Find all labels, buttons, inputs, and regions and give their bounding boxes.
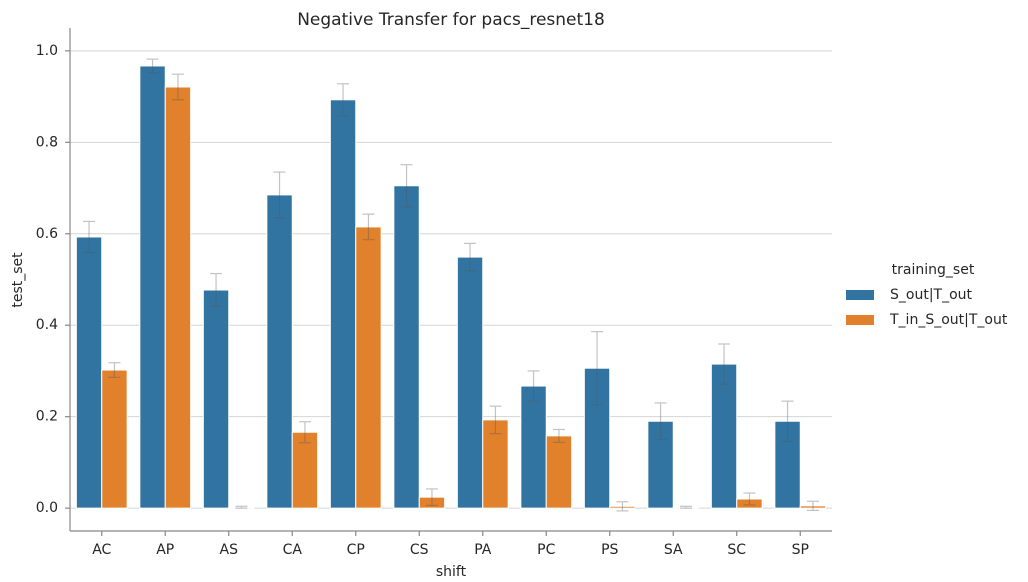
bar [710, 363, 738, 509]
legend-swatch [846, 290, 874, 300]
x-tick-label: AS [220, 542, 239, 558]
bar [482, 419, 509, 509]
error-bar [171, 73, 184, 101]
bar [355, 226, 382, 509]
y-tick-label: 0.0 [36, 500, 58, 516]
bar [583, 367, 611, 509]
bar [291, 431, 319, 509]
error-bar [362, 213, 375, 241]
x-tick-label: SP [792, 542, 809, 558]
x-axis-label: shift [436, 564, 467, 580]
bar [774, 420, 801, 509]
legend-swatch [846, 315, 874, 325]
error-bar [527, 370, 540, 402]
error-bar [654, 402, 667, 441]
bar [164, 86, 192, 509]
x-tick-label: SA [664, 542, 683, 558]
x-tick-label: SC [727, 542, 746, 558]
error-bar [425, 488, 438, 506]
bar [202, 289, 230, 509]
bar [609, 505, 636, 509]
y-tick-label: 0.8 [36, 134, 58, 150]
bar [418, 496, 446, 509]
error-bar [273, 171, 286, 219]
error-bar [616, 501, 629, 512]
y-axis-label: test_set [10, 252, 26, 308]
x-tick-label: AP [156, 542, 174, 558]
bar [672, 506, 700, 509]
error-bar [146, 58, 159, 74]
y-tick-label: 1.0 [36, 43, 58, 59]
legend-label: S_out|T_out [890, 287, 973, 303]
error-bar [718, 343, 731, 385]
error-bar [591, 331, 604, 406]
error-bar [781, 400, 794, 442]
x-tick-label: PS [601, 542, 618, 558]
error-bar [83, 220, 96, 254]
bar [799, 505, 827, 509]
bar [520, 385, 547, 509]
legend-title: training_set [892, 262, 975, 278]
y-tick-label: 0.6 [36, 226, 58, 242]
chart-title: Negative Transfer for pacs_resnet18 [297, 10, 605, 30]
bar [393, 185, 420, 509]
bar [139, 65, 166, 509]
x-tick-label: CP [347, 542, 365, 558]
x-tick-label: PA [474, 542, 492, 558]
x-tick-label: AC [92, 542, 111, 558]
error-bar [464, 242, 477, 272]
error-bar [806, 500, 819, 512]
error-bar [108, 362, 121, 378]
bar [647, 420, 674, 509]
bar [545, 435, 573, 509]
error-bar [400, 164, 413, 208]
legend-label: T_in_S_out|T_out [889, 312, 1008, 328]
error-bar [210, 272, 223, 308]
bar [736, 498, 763, 509]
y-tick-label: 0.4 [36, 317, 58, 333]
bar [101, 369, 128, 509]
bar [266, 194, 293, 509]
error-bar [337, 83, 350, 117]
bar [329, 99, 357, 509]
bar [75, 236, 103, 509]
bar [228, 506, 255, 509]
error-bar [489, 405, 502, 435]
x-tick-label: CA [283, 542, 303, 558]
error-bar [552, 428, 565, 443]
bar [456, 256, 484, 509]
error-bar [743, 492, 756, 506]
y-tick-label: 0.2 [36, 409, 58, 425]
error-bar [679, 505, 692, 509]
error-bar [298, 421, 311, 444]
x-tick-label: CS [410, 542, 429, 558]
error-bar [235, 505, 248, 509]
x-tick-label: PC [537, 542, 555, 558]
